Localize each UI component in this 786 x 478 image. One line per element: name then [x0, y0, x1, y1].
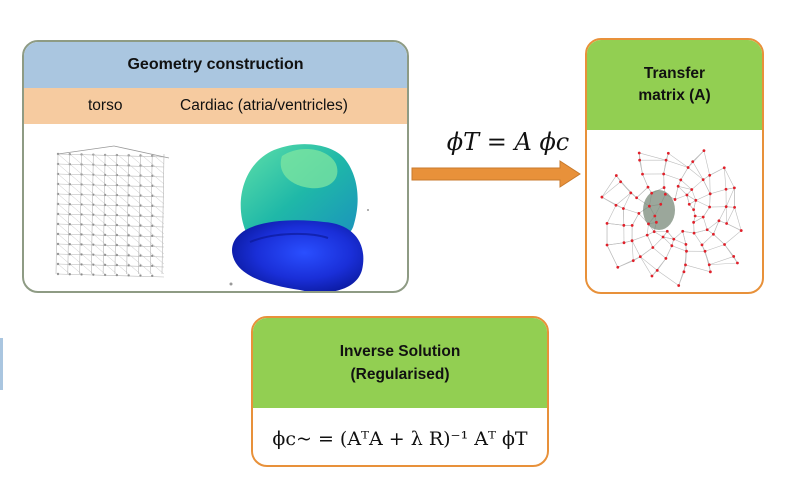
geometry-construction-box: Geometry construction torso Cardiac (atr… — [22, 40, 409, 293]
forward-arrow — [411, 160, 581, 188]
cardiac-model — [229, 144, 369, 291]
geometry-art — [24, 124, 407, 291]
combined-mesh — [600, 149, 743, 287]
torso-mesh — [55, 145, 170, 278]
transfer-mesh-art — [587, 130, 762, 292]
inverse-solution-title: Inverse Solution (Regularised) — [253, 318, 547, 408]
geometry-subheader: torso Cardiac (atria/ventricles) — [24, 88, 407, 124]
geometry-construction-title: Geometry construction — [24, 42, 407, 88]
inverse-title-line1: Inverse Solution — [339, 343, 461, 360]
cardiac-label: Cardiac (atria/ventricles) — [180, 97, 348, 114]
transfer-matrix-box: Transfer matrix (A) — [585, 38, 764, 294]
transfer-title-line1: Transfer — [643, 65, 706, 82]
transfer-matrix-title: Transfer matrix (A) — [587, 40, 762, 130]
inverse-title-line2: (Regularised) — [350, 366, 450, 383]
transfer-title-line2: matrix (A) — [638, 87, 711, 104]
forward-equation: ϕT = A ϕc — [446, 128, 570, 156]
edge-fragment — [0, 338, 3, 390]
inverse-equation: ϕc~ = (AᵀA + λ R)⁻¹ Aᵀ ϕT — [272, 427, 528, 450]
torso-label: torso — [88, 97, 123, 114]
inverse-solution-box: Inverse Solution (Regularised) ϕc~ = (Aᵀ… — [251, 316, 549, 467]
